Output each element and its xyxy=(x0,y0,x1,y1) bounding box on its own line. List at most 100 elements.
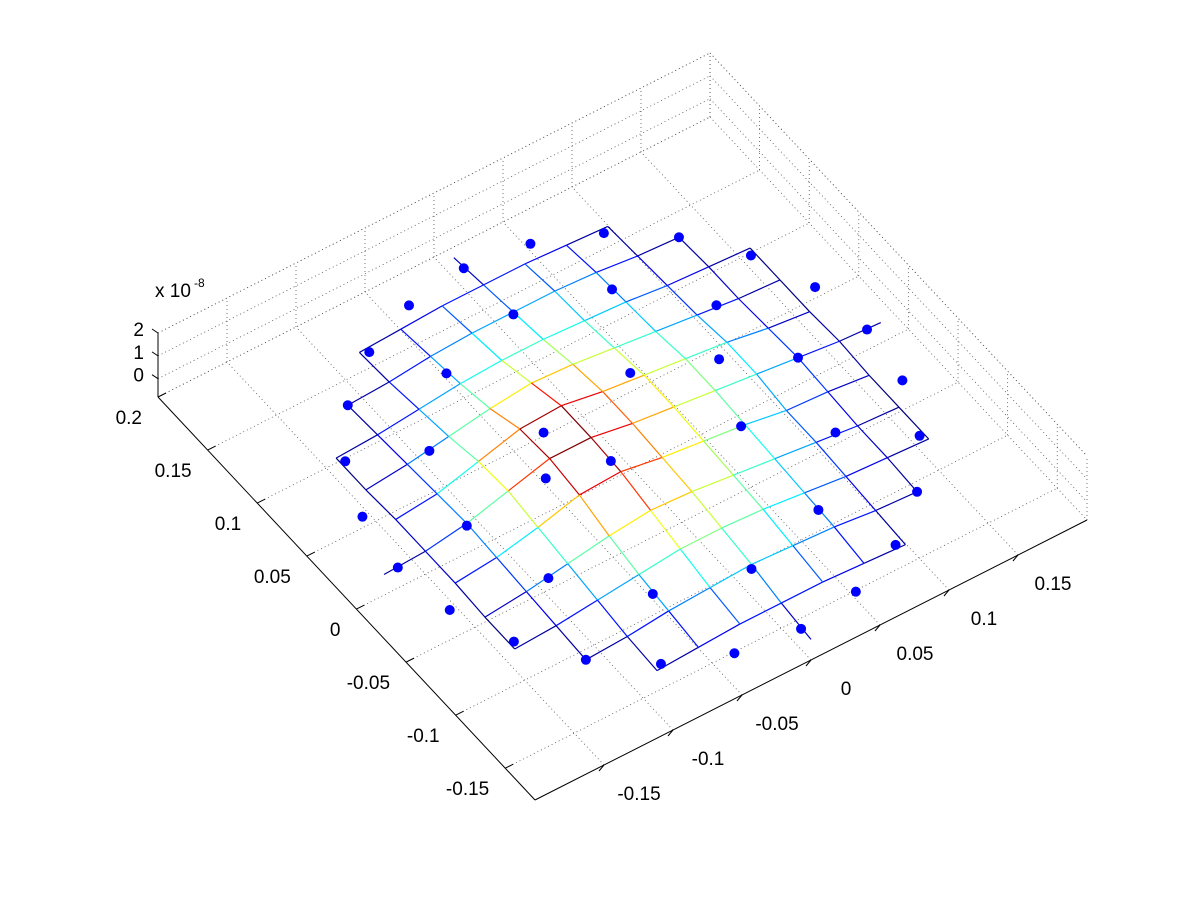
mesh-segment xyxy=(608,535,640,575)
mesh-segment xyxy=(441,305,473,334)
mesh-segment xyxy=(625,284,668,303)
scatter-point xyxy=(830,427,841,438)
scatter-point xyxy=(461,520,472,531)
mesh-segment xyxy=(751,545,794,565)
mesh-segment xyxy=(531,363,574,384)
y-axis xyxy=(157,396,536,801)
mesh-segment xyxy=(868,374,900,408)
mesh-segment xyxy=(507,490,539,528)
mesh-segment xyxy=(779,279,811,313)
mesh-segment xyxy=(501,338,544,361)
mesh-segment xyxy=(395,519,426,552)
scatter-point xyxy=(538,427,549,438)
scatter-point xyxy=(444,604,455,615)
scatter-point xyxy=(605,456,616,467)
mesh-segment xyxy=(732,474,764,510)
mesh-segment xyxy=(626,610,669,638)
mesh-segment xyxy=(542,338,574,365)
mesh-segment xyxy=(768,311,810,329)
mesh-segment xyxy=(400,305,443,330)
mesh-segment xyxy=(567,535,610,565)
scatter-point xyxy=(796,623,807,634)
mesh-segment xyxy=(626,636,658,672)
mesh-segment xyxy=(377,408,420,436)
scatter-point xyxy=(647,588,658,599)
mesh-segment xyxy=(643,374,675,408)
y-tick-label: 0 xyxy=(330,620,341,641)
mesh-segment xyxy=(661,457,693,492)
mesh-segment xyxy=(762,492,805,510)
mesh-segment xyxy=(726,341,758,375)
scatter-point xyxy=(813,504,824,515)
mesh-segment xyxy=(483,263,526,286)
mesh-segment xyxy=(767,327,799,359)
mesh-segment xyxy=(335,434,378,459)
mesh-segment xyxy=(714,390,746,426)
mesh-segment xyxy=(578,494,610,537)
mesh-segment xyxy=(607,226,638,257)
mesh-segment xyxy=(804,475,847,494)
mesh-segment xyxy=(585,635,628,661)
mesh-segment xyxy=(667,266,709,287)
mesh-segment xyxy=(774,441,817,460)
mesh-segment xyxy=(441,284,484,307)
mesh-segment xyxy=(733,458,775,476)
mesh-segment xyxy=(613,347,645,376)
mesh-segment xyxy=(436,493,468,524)
mesh-segment xyxy=(827,391,858,427)
mesh-segment xyxy=(519,405,562,430)
mesh-segment xyxy=(650,491,693,511)
z-tick-label: 0 xyxy=(133,366,144,387)
scatter-point xyxy=(850,586,861,597)
scatter-point xyxy=(810,282,821,293)
mesh-segment xyxy=(365,489,397,520)
mesh-segment xyxy=(857,406,900,427)
scatter-point xyxy=(508,636,519,647)
mesh-segment xyxy=(620,471,652,511)
mesh-segment xyxy=(845,476,877,511)
mesh-segment xyxy=(424,550,456,584)
mesh-segment xyxy=(489,382,532,410)
y-tick xyxy=(505,763,514,769)
scatter-point xyxy=(364,347,375,358)
scatter-point xyxy=(543,573,554,584)
mesh-segment xyxy=(608,509,651,537)
mesh-segment xyxy=(537,494,580,528)
mesh-segment xyxy=(661,440,704,459)
mesh-segment xyxy=(524,263,556,292)
mesh-segment xyxy=(501,359,532,384)
mesh-segment xyxy=(614,330,656,349)
mesh-segment xyxy=(519,428,551,459)
scatter-point xyxy=(607,284,618,295)
mesh-segment xyxy=(738,298,769,329)
mesh-segment xyxy=(620,456,663,473)
mesh-segment xyxy=(739,602,782,625)
mesh-segment xyxy=(691,491,723,529)
mesh-segment xyxy=(383,550,426,576)
scatter-point xyxy=(736,421,747,432)
mesh xyxy=(335,225,930,672)
mesh-segment xyxy=(525,591,557,627)
scatter-point xyxy=(342,400,353,411)
mesh-segment xyxy=(780,602,812,640)
mesh-segment xyxy=(584,301,627,322)
mesh-segment xyxy=(602,391,633,424)
mesh-segment xyxy=(478,428,521,462)
mesh-segment xyxy=(554,271,597,292)
mesh-segment xyxy=(738,279,781,300)
mesh-segment xyxy=(809,311,840,342)
mesh-segment xyxy=(650,509,681,550)
mesh-segment xyxy=(726,327,769,343)
mesh-segment xyxy=(549,458,580,496)
scatter-point xyxy=(340,456,351,467)
mesh-segment xyxy=(584,320,615,349)
mesh-segment xyxy=(774,458,805,494)
y-tick-label: 0.15 xyxy=(155,461,192,482)
mesh-segment xyxy=(886,457,918,493)
mesh-segment xyxy=(347,404,378,436)
scatter-point xyxy=(746,563,757,574)
mesh-segment xyxy=(887,438,929,459)
mesh-segment xyxy=(762,508,794,547)
